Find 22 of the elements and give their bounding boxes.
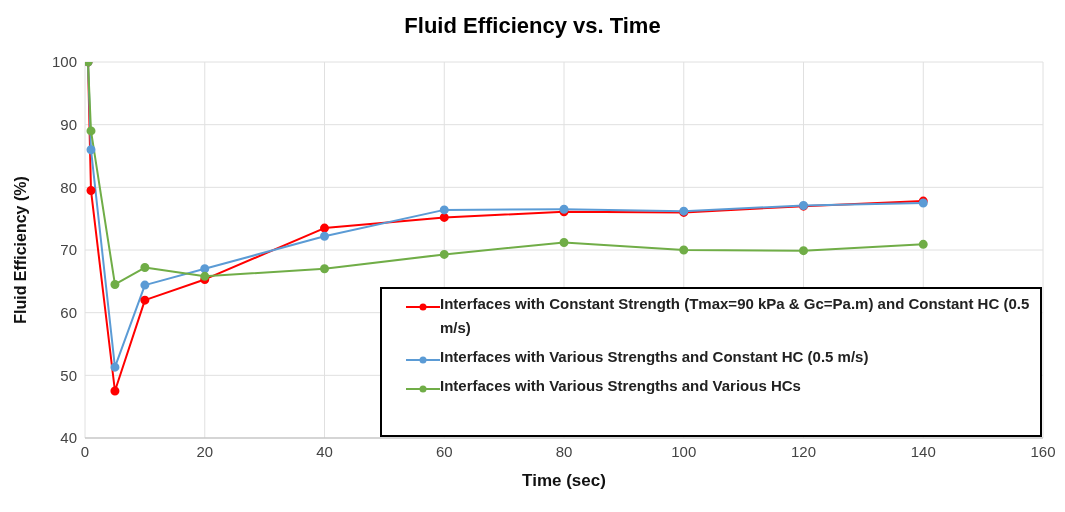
x-axis-title: Time (sec) [522,471,606,490]
y-tick-label: 80 [60,178,77,196]
x-tick-label: 60 [435,442,453,460]
x-tick-label: 120 [790,442,817,460]
x-tick-label: 80 [555,442,573,460]
y-tick-label: 70 [60,241,77,259]
x-tick-label: 100 [671,442,697,460]
x-tick-label: 140 [910,442,936,460]
x-tick-label: 160 [1030,442,1056,460]
chart-title: Fluid Efficiency vs. Time [403,12,662,40]
y-tick-label: 40 [60,429,77,447]
x-tick-label: 0 [80,442,90,460]
y-tick-label: 50 [60,366,77,384]
legend-label: Interfaces with Constant Strength (Tmax=90 kPa & Gc=Pa.m) and Constant HC (0.5 m/s) [440,294,1030,338]
y-tick-label: 90 [60,115,77,133]
y-tick-label: 100 [51,53,77,71]
legend-label: Interfaces with Various Strengths and Constant HC (0.5 m/s) [440,347,869,367]
x-tick-label: 20 [196,442,214,460]
y-tick-label: 60 [60,303,77,321]
y-axis-title: Fluid Efficiency (%) [11,176,29,324]
x-tick-label: 40 [316,442,333,460]
legend-label: Interfaces with Various Strengths and Various HCs [440,376,801,396]
